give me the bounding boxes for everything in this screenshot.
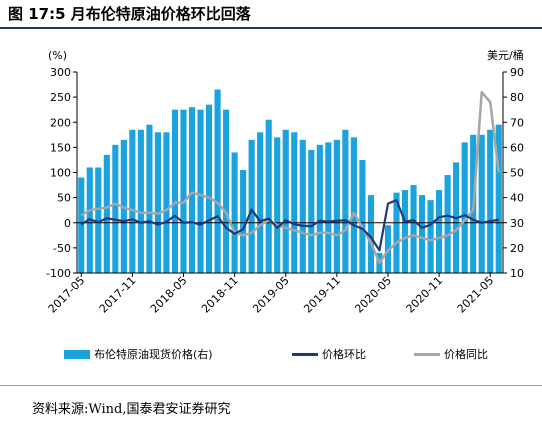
right-tick-label: 40	[510, 192, 524, 205]
price-bar	[308, 149, 315, 273]
x-tick-label: 2020-11	[404, 274, 446, 316]
right-tick-label: 50	[510, 167, 524, 180]
source-note: 资料来源:Wind,国泰君安证券研究	[32, 402, 231, 417]
left-tick-label: -100	[46, 267, 71, 280]
price-bar	[436, 190, 443, 273]
legend-swatch-price	[64, 349, 90, 359]
price-bar	[163, 132, 170, 273]
price-bar	[197, 109, 204, 273]
right-tick-label: 20	[510, 242, 524, 255]
price-bar	[223, 109, 230, 273]
legend-swatch-mom	[292, 352, 318, 356]
figure-title: 图 17:5 月布伦特原油价格环比回落	[8, 5, 251, 23]
price-bar	[487, 129, 494, 273]
left-tick-label: -50	[53, 242, 71, 255]
price-bar	[367, 195, 374, 273]
price-bar	[240, 169, 247, 273]
price-bar	[478, 134, 485, 273]
legend-swatch-yoy	[414, 352, 440, 356]
chart: (%) 美元/桶 -100 -50 0 50 100 150 200 250 300 10 20 30 40…	[46, 48, 524, 316]
price-bar	[359, 159, 366, 273]
price-bar	[248, 139, 255, 273]
price-bar	[461, 142, 468, 273]
price-bar	[418, 195, 426, 273]
price-bar	[393, 192, 400, 273]
price-bar	[325, 142, 332, 273]
title-rule	[0, 27, 542, 29]
legend-item-price: 布伦特原油现货价格(右)	[64, 346, 213, 362]
price-bar	[282, 129, 289, 273]
x-tick-label: 2019-11	[301, 274, 343, 316]
price-bar	[129, 129, 136, 273]
x-tick-label: 2021-05	[455, 274, 497, 316]
price-bar	[188, 107, 196, 274]
legend-item-yoy: 价格同比	[414, 346, 488, 362]
price-bar	[342, 129, 349, 273]
price-bar	[257, 132, 264, 273]
price-bar	[444, 175, 451, 273]
x-tick-label: 2019-05	[250, 274, 292, 316]
right-tick-label: 80	[510, 91, 524, 104]
left-axis-unit: (%)	[48, 49, 67, 62]
price-bar	[205, 104, 213, 273]
price-bar	[350, 137, 357, 273]
price-bar	[171, 109, 179, 273]
price-bar	[427, 200, 434, 273]
left-tick-label: 250	[50, 91, 71, 104]
price-bar	[78, 177, 85, 273]
right-tick-label: 30	[510, 217, 524, 230]
price-bar	[214, 89, 221, 273]
price-bar	[316, 144, 323, 273]
price-bar	[146, 124, 153, 273]
left-tick-label: 300	[50, 66, 71, 79]
price-bar	[333, 139, 340, 273]
left-tick-label: 0	[64, 217, 71, 230]
price-bar	[231, 152, 238, 273]
right-axis-unit: 美元/桶	[487, 48, 524, 62]
right-tick-label: 60	[510, 141, 524, 154]
price-bar	[180, 109, 187, 273]
bottom-rule	[0, 385, 542, 386]
x-tick-label: 2017-05	[46, 274, 88, 316]
mom-line	[80, 199, 499, 252]
price-bar	[95, 167, 102, 273]
x-tick-label: 2020-05	[352, 274, 394, 316]
left-tick-label: 150	[50, 141, 71, 154]
price-bar	[401, 190, 409, 273]
legend-label-mom: 价格环比	[322, 348, 366, 361]
price-bar	[495, 124, 502, 273]
left-tick-label: 200	[50, 116, 71, 129]
price-bar	[274, 137, 281, 273]
legend-label-price: 布伦特原油现货价格(右)	[94, 348, 213, 361]
right-tick-label: 90	[510, 66, 524, 79]
price-bar	[154, 132, 161, 273]
x-tick-label: 2017-11	[97, 274, 139, 316]
price-bar	[291, 132, 298, 273]
yoy-line	[80, 90, 500, 265]
x-tick-label: 2018-05	[148, 274, 190, 316]
left-tick-label: 50	[57, 192, 71, 205]
price-bar	[410, 185, 417, 273]
price-bar	[265, 119, 272, 274]
legend-item-mom: 价格环比	[292, 346, 366, 362]
price-bar	[103, 154, 110, 273]
price-bar	[137, 129, 144, 273]
legend-label-yoy: 价格同比	[444, 348, 488, 361]
right-tick-label: 10	[510, 267, 524, 280]
price-bar	[299, 139, 306, 273]
right-tick-label: 70	[510, 116, 524, 129]
x-tick-label: 2018-11	[199, 274, 241, 316]
left-tick-label: 100	[50, 167, 71, 180]
price-bar	[112, 144, 119, 273]
